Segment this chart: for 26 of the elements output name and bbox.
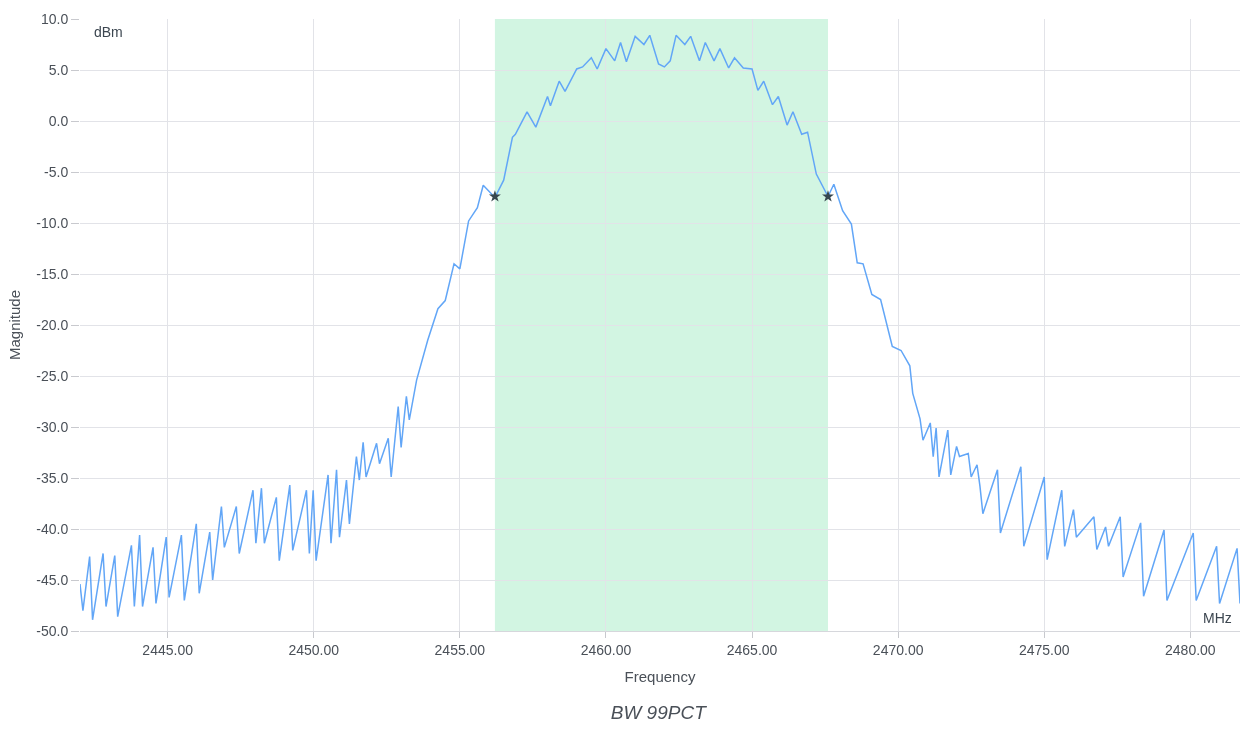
y-tick-label: -40.0 [36, 520, 69, 537]
y-tick-label: 10.0 [40, 10, 69, 27]
y-tick-label: -35.0 [36, 469, 69, 486]
x-tick-label: 2455.00 [434, 641, 486, 658]
y-tick-label: -20.0 [36, 316, 69, 333]
x-axis-title: Frequency [624, 667, 696, 685]
y-axis-title: Magnitude [5, 289, 23, 361]
x-tick-label: 2470.00 [872, 641, 924, 658]
x-tick-label: 2480.00 [1165, 641, 1216, 658]
x-tick-label: 2460.00 [580, 641, 632, 658]
y-tick-label: -45.0 [36, 571, 69, 588]
y-tick-label: -30.0 [36, 418, 69, 435]
y-tick-label: -5.0 [44, 163, 69, 180]
y-tick-label: -15.0 [36, 265, 69, 282]
annotation: MHz [1203, 610, 1232, 626]
annotation: dBm [94, 24, 123, 40]
x-tick-label: 2445.00 [142, 641, 194, 658]
x-tick-label: 2465.00 [726, 641, 778, 658]
y-tick-label: 0.0 [48, 112, 69, 129]
y-tick-label: -10.0 [36, 214, 69, 231]
text: BW 99PCT [610, 701, 708, 723]
y-tick-label: 5.0 [48, 61, 69, 78]
y-tick-label: -50.0 [36, 622, 69, 639]
y-tick-label: -25.0 [36, 367, 69, 384]
x-tick-label: 2450.00 [288, 641, 340, 658]
x-tick-label: 2475.00 [1018, 641, 1070, 658]
